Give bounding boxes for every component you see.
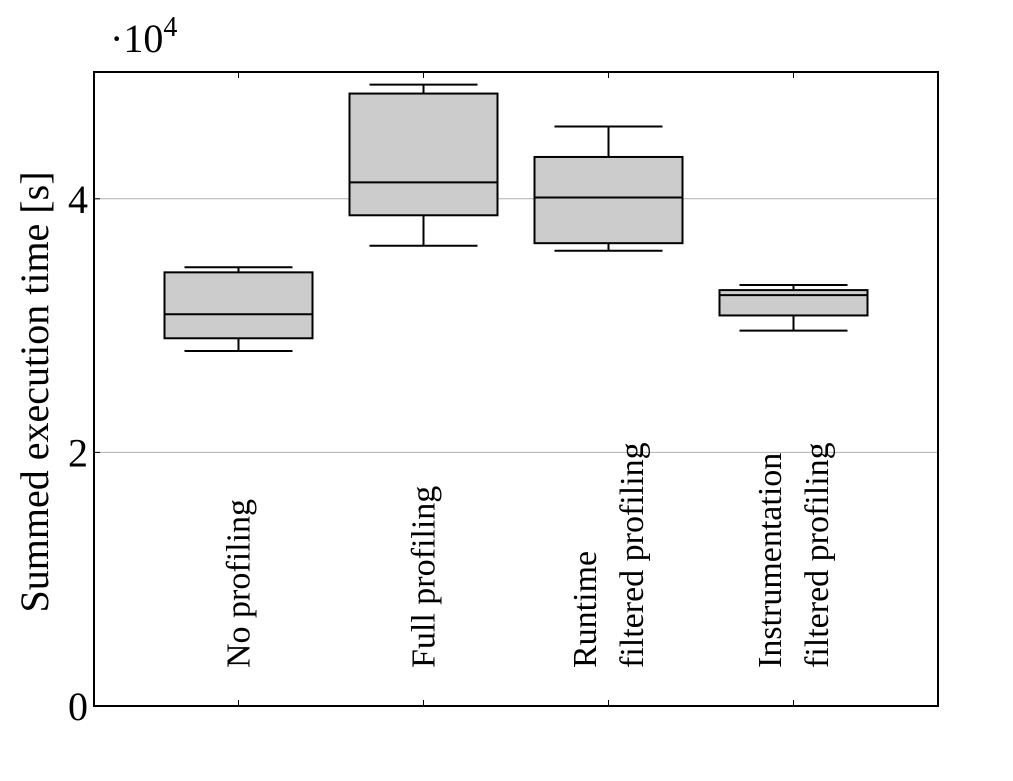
y-scale: ·104 bbox=[110, 12, 177, 61]
x-tick-label: filtered profiling bbox=[614, 442, 651, 668]
y-tick-label: 2 bbox=[68, 430, 88, 475]
box bbox=[163, 271, 314, 340]
box bbox=[348, 92, 499, 217]
y-scale-exponent: 4 bbox=[163, 12, 177, 43]
box-plot bbox=[348, 83, 499, 247]
x-tick-label: Instrumentation bbox=[752, 453, 789, 668]
y-scale-base: ·10 bbox=[110, 16, 163, 61]
x-tick-label: Full profiling bbox=[406, 486, 443, 668]
y-tick-label: 4 bbox=[68, 177, 88, 222]
box-plot bbox=[533, 125, 684, 252]
y-axis-label: Summed execution time [s] bbox=[12, 171, 57, 612]
plot-frame bbox=[93, 71, 939, 707]
box bbox=[533, 155, 684, 245]
box-plot bbox=[163, 266, 314, 352]
x-tick-label: No profiling bbox=[221, 499, 258, 668]
y-tick-label: 0 bbox=[68, 684, 88, 729]
x-tick-label: filtered profiling bbox=[799, 442, 836, 668]
box bbox=[718, 289, 869, 317]
box-plot bbox=[718, 284, 869, 332]
x-tick-label: Runtime bbox=[567, 551, 604, 668]
